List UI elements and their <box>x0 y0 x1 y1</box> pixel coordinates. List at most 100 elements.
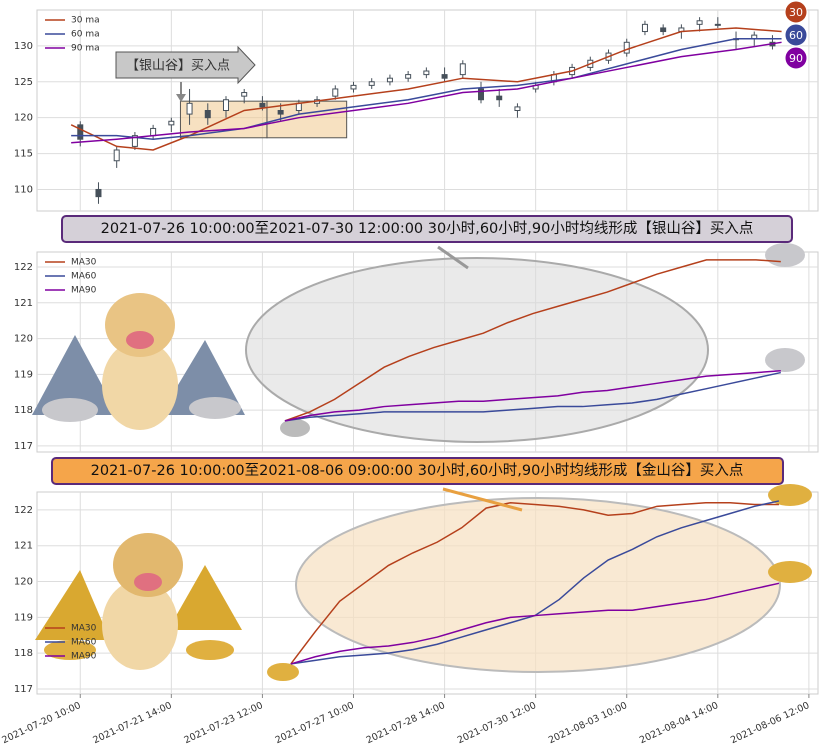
legend-label: MA60 <box>71 272 97 282</box>
ma-line <box>290 582 780 665</box>
candle-body <box>350 84 357 90</box>
legend-label: 30 ma <box>71 16 100 26</box>
candle-body <box>332 88 339 97</box>
y-tick-label: 118 <box>14 405 33 416</box>
panel-top <box>36 9 819 212</box>
banner-title: 2021-07-26 10:00:00至2021-07-30 12:00:00 … <box>101 220 754 237</box>
dog-head <box>113 533 183 597</box>
ma-line <box>70 27 782 151</box>
candle-body <box>77 124 84 140</box>
candle-body <box>496 95 503 101</box>
y-tick-label: 121 <box>14 298 33 309</box>
dog-tongue <box>126 331 154 349</box>
candle-body <box>623 41 630 54</box>
candle-body <box>113 149 120 162</box>
candle-body <box>259 102 266 108</box>
gold-ingot <box>768 561 812 583</box>
y-tick-label: 120 <box>14 113 33 124</box>
silver-ingot <box>765 348 805 372</box>
annotation-arrow-head <box>176 94 186 102</box>
highlight-ellipse <box>295 497 781 673</box>
legend-label: 90 ma <box>71 44 100 54</box>
dog-body <box>102 580 178 670</box>
y-tick-label: 117 <box>14 684 33 695</box>
badge <box>784 0 808 24</box>
badge <box>784 46 808 70</box>
ma-line <box>284 371 781 422</box>
candle-body <box>241 92 248 97</box>
silver-ingot <box>189 397 241 419</box>
legend-label: MA90 <box>71 652 97 662</box>
gold-pyramid <box>168 565 242 630</box>
gold-ingot <box>267 663 299 681</box>
candle-body <box>386 77 393 83</box>
y-tick-label: 125 <box>14 77 33 88</box>
banner-arrow <box>437 245 469 270</box>
y-tick-label: 110 <box>14 184 33 195</box>
candle-body <box>641 23 648 33</box>
candle-body <box>277 110 284 115</box>
highlight-ellipse <box>245 257 709 443</box>
banner-box <box>61 215 793 243</box>
y-tick-label: 119 <box>14 369 33 380</box>
mountain <box>160 340 245 415</box>
candle-body <box>204 110 211 119</box>
dog-head <box>105 293 175 357</box>
marks: 30 ma 60 ma 90 ma 30 60 90 MA30 MA60 MA90 MA30 MA6… <box>45 0 808 665</box>
candle-body <box>168 120 175 126</box>
candle-body <box>696 20 703 25</box>
badge-label: 90 <box>789 52 803 65</box>
candle-body <box>660 27 667 33</box>
gold-ingot <box>44 640 96 660</box>
decorations <box>32 243 812 681</box>
banner-box <box>51 457 784 485</box>
gold-ingot <box>768 484 812 506</box>
y-tick-label: 119 <box>14 612 33 623</box>
banner-arrow <box>442 487 523 512</box>
ma-line <box>284 370 781 422</box>
legend-label: MA60 <box>71 638 97 648</box>
legend-label: MA30 <box>71 258 97 268</box>
ma-line <box>71 37 782 140</box>
annotation-box <box>115 45 256 85</box>
dog-tongue <box>134 573 162 591</box>
annotation: 【银山谷】买入点 <box>126 59 230 74</box>
badge-label: 30 <box>789 6 803 19</box>
y-tick-label: 120 <box>14 334 33 345</box>
y-tick-label: 115 <box>14 149 33 160</box>
candle-body <box>405 74 412 79</box>
candle-body <box>441 74 448 79</box>
ma-line <box>290 501 779 665</box>
candle-body <box>131 135 138 147</box>
badge-label: 60 <box>789 29 803 42</box>
candle-body <box>186 102 193 115</box>
badge <box>784 23 808 47</box>
legend-label: MA90 <box>71 286 97 296</box>
candle-body <box>222 99 229 111</box>
candle-body <box>423 70 430 76</box>
candle-body <box>514 106 521 111</box>
silver-ingot <box>42 398 98 422</box>
overlay: 【银山谷】买入点 2021-07-26 10:00:00至2021-07-30 … <box>51 45 793 512</box>
y-tick-label: 117 <box>14 441 33 452</box>
gold-pyramid <box>35 570 110 640</box>
dog-body <box>102 340 178 430</box>
candle-body <box>459 63 466 76</box>
silver-ingot <box>280 419 310 437</box>
y-tick-label: 130 <box>14 41 33 52</box>
candle-body <box>368 81 375 86</box>
candle-body <box>150 127 157 137</box>
candle-body <box>714 23 721 26</box>
y-tick-label: 118 <box>14 648 33 659</box>
ma-line <box>71 41 782 144</box>
y-tick-label: 122 <box>14 262 33 273</box>
legend-label: 60 ma <box>71 30 100 40</box>
y-tick-label: 122 <box>14 505 33 516</box>
banner-title: 2021-07-26 10:00:00至2021-08-06 09:00:00 … <box>91 462 744 479</box>
candle-body <box>478 88 485 101</box>
silver-ingot <box>765 243 805 267</box>
candle-body <box>295 102 302 111</box>
y-tick-label: 121 <box>14 541 33 552</box>
candle-body <box>95 188 102 198</box>
